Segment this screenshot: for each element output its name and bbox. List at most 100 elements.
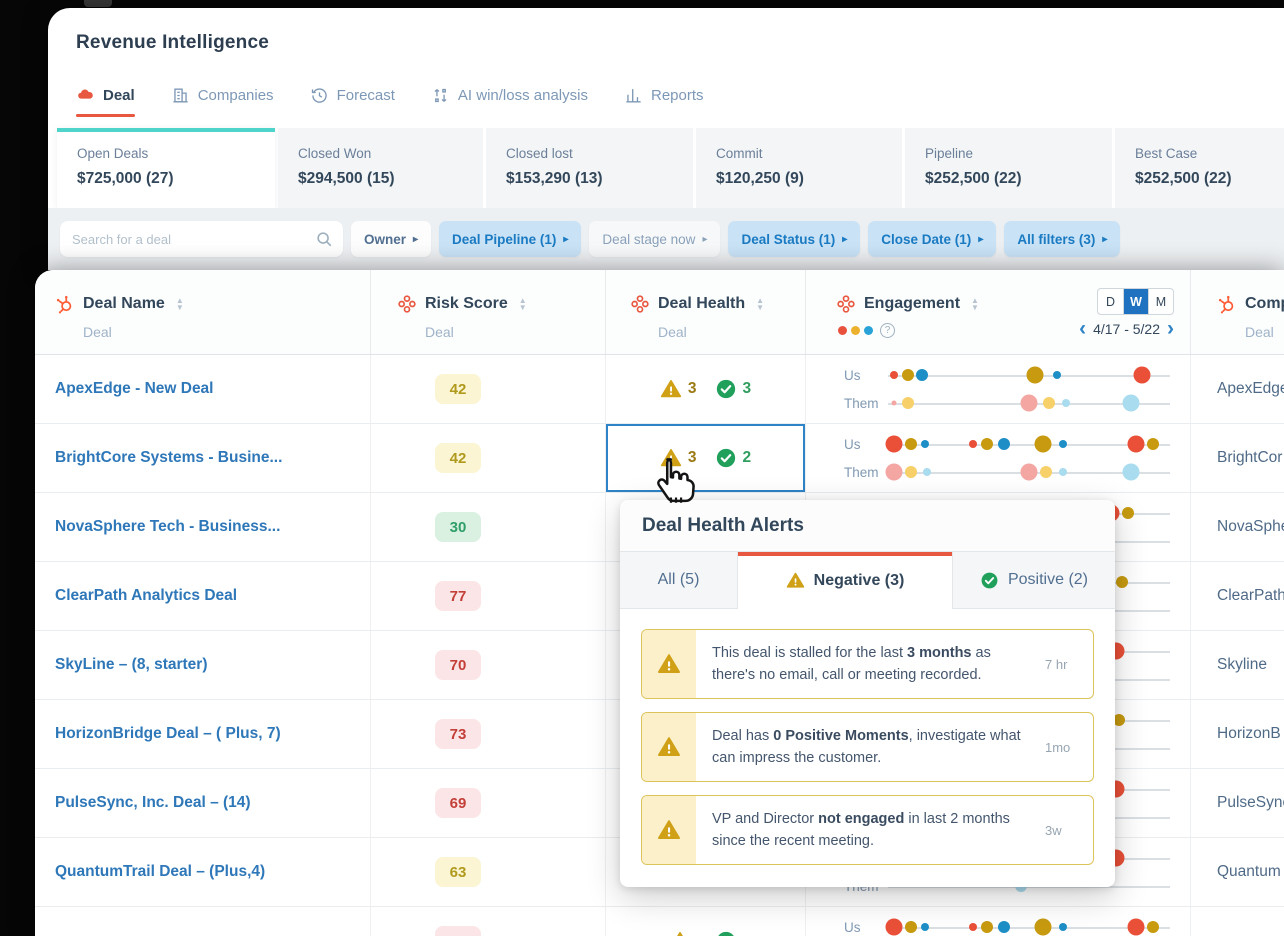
engagement-dot-pink bbox=[1020, 394, 1038, 412]
summary-card-commit[interactable]: Commit $120,250 (9) bbox=[696, 128, 902, 208]
risk-score-badge[interactable] bbox=[435, 926, 481, 936]
tab-ai-win-loss-analysis[interactable]: AI win/loss analysis bbox=[431, 86, 588, 117]
risk-score-badge[interactable]: 70 bbox=[435, 650, 481, 680]
tab-reports[interactable]: Reports bbox=[624, 86, 704, 117]
reports-icon bbox=[624, 86, 643, 105]
deal-name-link[interactable]: SkyLine – (8, starter) bbox=[55, 656, 208, 673]
deal-health-cell[interactable] bbox=[605, 907, 805, 936]
filter-owner[interactable]: Owner ▸ bbox=[351, 221, 432, 257]
engagement-dot-pink bbox=[891, 400, 897, 406]
deal-health-cell[interactable] bbox=[605, 562, 805, 630]
company-cell: PulseSync bbox=[1190, 769, 1284, 837]
engagement-dot-yellow bbox=[901, 397, 914, 409]
summary-card-open-deals[interactable]: Open Deals $725,000 (27) bbox=[57, 128, 275, 208]
filter-label: Owner bbox=[364, 231, 407, 247]
deal-health-cell[interactable] bbox=[605, 700, 805, 768]
risk-score-badge[interactable]: 42 bbox=[435, 443, 481, 473]
engagement-dot-red bbox=[885, 435, 903, 453]
filter-deal-pipeline-1[interactable]: Deal Pipeline (1) ▸ bbox=[439, 221, 582, 257]
summary-card-pipeline[interactable]: Pipeline $252,500 (22) bbox=[905, 128, 1112, 208]
summary-card-closed-lost[interactable]: Closed lost $153,290 (13) bbox=[486, 128, 693, 208]
company-cell bbox=[1190, 907, 1284, 936]
period-option-d[interactable]: D bbox=[1105, 294, 1116, 309]
deal-name-cell: QuantumTrail Deal – (Plus,4) bbox=[35, 838, 370, 906]
background-notch bbox=[84, 0, 112, 7]
tab-deal[interactable]: Deal bbox=[76, 86, 135, 117]
deal-name-link[interactable]: BrightCore Systems - Busine... bbox=[55, 449, 283, 466]
card-label: Best Case bbox=[1135, 146, 1198, 161]
alert-timestamp: 3w bbox=[1045, 822, 1062, 838]
column-header-risk-score[interactable]: Risk Score ▲ ▼ Deal bbox=[370, 270, 605, 354]
table-header-row: Deal Name ▲ ▼ Deal Risk Score ▲ ▼ Deal Dea… bbox=[35, 270, 1284, 355]
risk-score-badge[interactable]: 42 bbox=[435, 374, 481, 404]
deal-health-cell[interactable] bbox=[605, 769, 805, 837]
main-nav-tabs: Deal Companies Forecast AI win/loss analysi… bbox=[76, 86, 704, 117]
engagement-us-track bbox=[885, 918, 1170, 936]
column-header-company[interactable]: Comp Deal bbox=[1190, 270, 1284, 354]
engagement-them-track bbox=[888, 394, 1170, 412]
engagement-dot-red bbox=[1127, 435, 1145, 453]
company-cell: ApexEdge bbox=[1190, 355, 1284, 423]
sort-icon[interactable]: ▲ ▼ bbox=[756, 296, 765, 312]
tab-companies[interactable]: Companies bbox=[171, 86, 274, 117]
filter-deal-stage-now[interactable]: Deal stage now ▸ bbox=[589, 221, 721, 257]
period-option-m[interactable]: M bbox=[1148, 289, 1173, 314]
summary-card-closed-won[interactable]: Closed Won $294,500 (15) bbox=[278, 128, 483, 208]
table-row: BrightCore Systems - Busine... 42 3 2 Us Them… bbox=[35, 424, 1284, 493]
popup-tab-positive-2[interactable]: Positive (2) bbox=[953, 552, 1115, 608]
engagement-dot-blue bbox=[1058, 440, 1067, 448]
search-input[interactable] bbox=[60, 221, 343, 257]
deal-name-link[interactable]: NovaSphere Tech - Business... bbox=[55, 518, 281, 535]
summary-card-best-case[interactable]: Best Case $252,500 (22) bbox=[1115, 128, 1284, 208]
card-value: $252,500 (22) bbox=[1135, 170, 1232, 187]
risk-score-badge[interactable]: 69 bbox=[435, 788, 481, 818]
alert-card[interactable]: Deal has 0 Positive Moments, investigate… bbox=[641, 712, 1094, 783]
popup-tab-negative-3[interactable]: Negative (3) bbox=[738, 552, 953, 609]
warning-icon bbox=[669, 930, 691, 936]
column-header-deal-health[interactable]: Deal Health ▲ ▼ Deal bbox=[605, 270, 805, 354]
period-option-w[interactable]: W bbox=[1123, 289, 1148, 314]
chevron-right-icon[interactable]: › bbox=[1167, 317, 1174, 340]
filter-deal-status-1[interactable]: Deal Status (1) ▸ bbox=[728, 221, 861, 257]
date-range-nav: ‹ 4/17 - 5/22 › bbox=[1079, 317, 1174, 340]
engagement-dot-lightblue bbox=[923, 468, 932, 476]
custom-object-icon bbox=[397, 294, 417, 314]
sort-icon[interactable]: ▲ ▼ bbox=[175, 296, 184, 312]
question-icon[interactable]: ? bbox=[880, 323, 895, 338]
positive-count: 3 bbox=[742, 380, 752, 397]
deal-health-cell[interactable] bbox=[605, 631, 805, 699]
deal-health-cell[interactable] bbox=[605, 493, 805, 561]
alert-card[interactable]: VP and Director not engaged in last 2 mo… bbox=[641, 795, 1094, 866]
deal-health-cell[interactable] bbox=[605, 838, 805, 906]
alert-card[interactable]: This deal is stalled for the last 3 mont… bbox=[641, 629, 1094, 700]
risk-score-badge[interactable]: 73 bbox=[435, 719, 481, 749]
warning-icon bbox=[786, 571, 805, 590]
negative-count: 3 bbox=[687, 449, 697, 466]
filter-close-date-1[interactable]: Close Date (1) ▸ bbox=[868, 221, 997, 257]
deal-name-link[interactable]: QuantumTrail Deal – (Plus,4) bbox=[55, 863, 266, 880]
sort-icon[interactable]: ▲ ▼ bbox=[518, 296, 527, 312]
sort-icon[interactable]: ▲ ▼ bbox=[971, 296, 979, 312]
risk-score-badge[interactable]: 77 bbox=[435, 581, 481, 611]
risk-score-badge[interactable]: 63 bbox=[435, 857, 481, 887]
alert-timestamp: 1mo bbox=[1045, 739, 1071, 755]
filter-bar: Owner▸Deal Pipeline (1)▸Deal stage now▸D… bbox=[48, 208, 1284, 270]
card-value: $294,500 (15) bbox=[298, 170, 395, 187]
risk-score-badge[interactable]: 30 bbox=[435, 512, 481, 542]
deal-name-link[interactable]: PulseSync, Inc. Deal – (14) bbox=[55, 794, 251, 811]
deal-name-link[interactable]: ApexEdge - New Deal bbox=[55, 380, 214, 397]
column-header-deal-name[interactable]: Deal Name ▲ ▼ Deal bbox=[35, 270, 370, 354]
tab-forecast[interactable]: Forecast bbox=[310, 86, 395, 117]
chevron-left-icon[interactable]: ‹ bbox=[1079, 317, 1087, 340]
filter-all-filters-3[interactable]: All filters (3) ▸ bbox=[1004, 221, 1121, 257]
deal-name-link[interactable]: ClearPath Analytics Deal bbox=[55, 587, 238, 604]
popup-tab-all-5[interactable]: All (5) bbox=[620, 552, 738, 608]
engagement-us-track bbox=[888, 366, 1170, 384]
card-label: Closed lost bbox=[506, 146, 573, 161]
deal-name-link[interactable]: HorizonBridge Deal – ( Plus, 7) bbox=[55, 725, 281, 742]
